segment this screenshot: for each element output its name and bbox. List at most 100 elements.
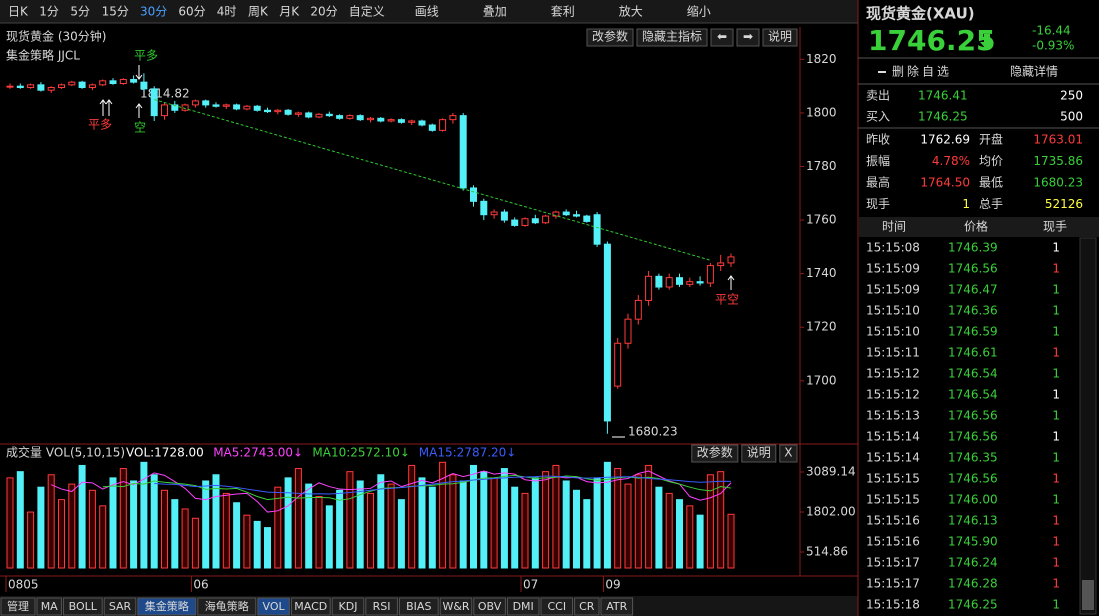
tab[interactable] [62,597,103,616]
candle-body [480,200,488,216]
candle-body [356,115,364,121]
tab-label[interactable]: CCI [547,600,566,613]
toolbar-item[interactable]: 自定义 [349,4,385,19]
toolbar-item[interactable]: 周K [248,5,269,19]
toolbar-item[interactable]: 1分 [39,5,59,19]
button[interactable] [741,444,777,463]
tab-label[interactable]: SAR [109,600,132,613]
toolbar-item[interactable]: 20分 [310,5,337,19]
tab-label[interactable]: KDJ [339,600,358,613]
toolbar-item[interactable]: 60分 [178,5,205,19]
hide-details[interactable]: 隐藏详情 [1010,64,1058,79]
trade-time: 15:15:14 [866,430,920,444]
tab[interactable] [600,597,634,616]
volume-bar [171,499,179,569]
trade-qty: 1 [1052,493,1060,507]
trade-qty: 1 [1052,472,1060,486]
candle-body [542,215,550,224]
tab-label[interactable]: OBV [478,600,502,613]
button-label[interactable]: 改参数 [592,29,628,44]
button[interactable] [736,28,760,47]
button-label[interactable]: ⬅ [717,30,727,44]
tab[interactable] [540,597,574,616]
button-label[interactable]: 说明 [747,445,771,460]
toolbar-item[interactable]: 套利 [551,5,575,19]
tab-label[interactable]: CR [579,600,595,613]
button-label[interactable]: 隐藏主指标 [642,29,702,44]
tab-label[interactable]: 海龟策略 [205,599,249,613]
candle-body [418,120,426,126]
trade-qty: 1 [1052,577,1060,591]
volume-bar [614,468,622,569]
tab-label[interactable]: MA [41,600,58,613]
tab[interactable] [36,597,62,616]
tab-label[interactable]: ATR [606,600,627,613]
tab[interactable] [137,597,197,616]
tab-label[interactable]: VOL [263,600,286,613]
button[interactable] [691,444,739,463]
volume-bar [6,477,14,569]
toolbar-item[interactable]: 叠加 [483,5,507,19]
volume-bar [593,477,601,569]
tab-label[interactable]: MACD [294,600,327,613]
trade-price: 1746.54 [948,388,998,402]
stat-value: 4.78% [932,154,970,168]
toolbar-item[interactable]: 5分 [70,5,90,19]
toolbar-item[interactable]: 画线 [415,5,439,19]
button[interactable] [779,444,798,463]
tab-label[interactable]: 集金策略 [145,599,189,613]
button[interactable] [636,28,708,47]
volume-bar [264,527,271,569]
volume-bar [315,496,323,569]
toolbar-item[interactable]: 日K [8,5,29,19]
remove-favorite[interactable]: 删除自选 [892,64,952,79]
tab-label[interactable]: DMI [513,600,534,613]
tab[interactable] [365,597,398,616]
trade-qty: 1 [1052,430,1060,444]
tab[interactable] [331,597,365,616]
tab[interactable] [257,597,290,616]
volume-bar [140,461,148,569]
minus-icon[interactable] [878,71,886,73]
button-label[interactable]: ➡ [743,30,753,44]
tab[interactable] [103,597,137,616]
volume-bar [274,486,282,569]
toolbar-item[interactable]: 放大 [619,4,643,19]
stat-label: 最低 [979,176,1003,190]
toolbar-item[interactable]: 缩小 [687,4,711,19]
button-label[interactable]: 说明 [768,29,792,44]
scrollbar[interactable] [1079,237,1097,615]
tab[interactable] [398,597,439,616]
tab[interactable] [0,597,36,616]
candle-body [387,119,395,122]
button[interactable] [710,28,734,47]
trade-time: 15:15:16 [866,514,920,528]
tab[interactable] [290,597,331,616]
tab[interactable] [574,597,600,616]
toolbar-item[interactable]: 月K [279,5,300,19]
tab[interactable] [506,597,540,616]
toolbar-item[interactable]: 30分 [140,5,167,19]
scroll-thumb[interactable] [1082,580,1094,610]
tab[interactable] [439,597,473,616]
button[interactable] [586,28,634,47]
volume-bar [397,499,405,569]
tab-label[interactable]: W&R [442,600,469,613]
tab-label[interactable]: BOLL [69,600,98,613]
candle-body [109,80,117,84]
tab[interactable] [197,597,257,616]
tab-label[interactable]: BIAS [406,600,431,613]
tab[interactable] [473,597,506,616]
candle-body [408,120,416,123]
button-label[interactable]: 改参数 [697,445,733,460]
trade-qty: 1 [1052,598,1060,612]
volume-bar [521,492,529,569]
button[interactable] [762,28,798,47]
button-label[interactable]: X [784,446,792,460]
tab-label[interactable]: RSI [373,600,391,613]
toolbar-item[interactable]: 15分 [102,5,129,19]
trade-price: 1746.56 [948,430,998,444]
tab-label[interactable]: 管理 [7,599,29,613]
volume-bar [305,483,313,569]
toolbar-item[interactable]: 4时 [217,5,237,19]
